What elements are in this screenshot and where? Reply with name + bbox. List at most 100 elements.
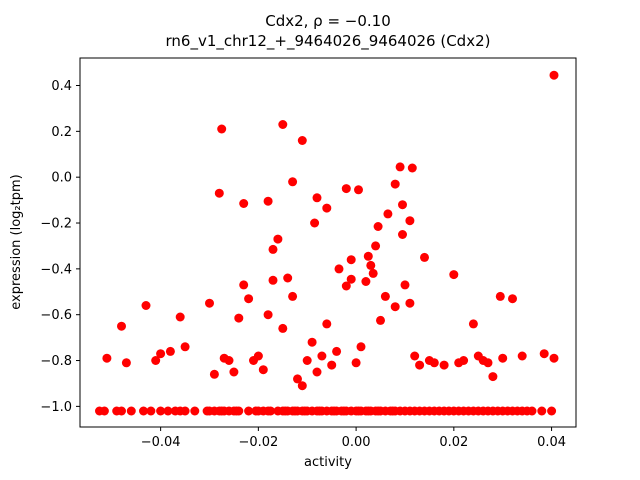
data-point: [341, 281, 351, 291]
data-point: [99, 406, 109, 416]
data-point: [273, 234, 283, 244]
data-point: [190, 406, 200, 416]
y-axis-ticks: 0.4 0.2 0.0 −0.2 −0.4 −0.6 −0.8 −1.0: [40, 79, 80, 415]
data-point: [263, 310, 273, 320]
data-point: [354, 185, 363, 195]
data-point: [244, 406, 254, 416]
data-point: [351, 358, 361, 368]
data-point: [278, 323, 288, 333]
data-point: [439, 360, 449, 370]
data-point: [302, 356, 312, 365]
data-point: [537, 406, 547, 416]
data-point: [368, 268, 378, 278]
data-point: [549, 70, 559, 80]
data-point: [527, 406, 537, 416]
data-point: [312, 193, 322, 203]
y-tick-label: −1.0: [40, 400, 72, 415]
data-point: [224, 356, 234, 365]
data-point: [146, 406, 156, 416]
x-tick-label: −0.04: [141, 435, 181, 450]
data-point: [400, 280, 410, 290]
data-point: [483, 358, 493, 368]
data-point: [117, 406, 126, 416]
data-point: [415, 360, 425, 370]
data-point: [278, 120, 288, 129]
data-point: [356, 342, 366, 352]
data-point: [341, 184, 351, 194]
data-point: [165, 346, 175, 356]
data-point: [346, 274, 356, 284]
data-point: [288, 291, 298, 301]
data-point: [217, 124, 227, 134]
data-point: [376, 315, 385, 325]
data-point: [214, 188, 224, 198]
data-point: [468, 319, 478, 329]
data-point: [175, 312, 185, 322]
data-point: [268, 275, 278, 285]
data-point: [334, 264, 344, 274]
data-point: [312, 367, 322, 377]
x-axis-label: activity: [304, 455, 352, 470]
data-point: [239, 199, 249, 208]
data-point: [420, 252, 429, 262]
data-point: [151, 356, 161, 365]
x-tick-label: 0.00: [342, 435, 371, 450]
data-point: [390, 179, 400, 189]
data-point: [163, 406, 173, 416]
data-point: [180, 342, 190, 352]
data-point: [454, 358, 464, 368]
data-point: [390, 302, 400, 312]
data-point: [102, 353, 112, 363]
data-point: [332, 346, 342, 356]
data-point: [410, 351, 420, 361]
y-tick-label: −0.2: [40, 217, 72, 232]
data-point: [266, 406, 276, 416]
data-point: [547, 406, 557, 416]
data-point: [495, 291, 505, 301]
data-point: [209, 369, 219, 379]
data-point: [373, 222, 383, 231]
data-point: [229, 367, 239, 377]
data-point: [156, 406, 166, 416]
data-point: [395, 162, 405, 172]
data-point: [539, 349, 549, 359]
data-point: [361, 277, 371, 286]
data-point: [121, 358, 131, 368]
data-point: [234, 313, 244, 323]
y-tick-label: −0.8: [40, 354, 72, 369]
chart-title-line1: Cdx2, ρ = −0.10: [265, 12, 391, 30]
data-point: [371, 241, 381, 251]
x-tick-label: 0.04: [537, 435, 566, 450]
data-point: [380, 291, 390, 301]
data-point: [117, 321, 126, 331]
data-point: [234, 406, 244, 416]
data-point: [549, 353, 559, 363]
x-axis-ticks: −0.04 −0.02 0.00 0.02 0.04: [141, 427, 566, 450]
data-point: [268, 244, 278, 254]
data-point: [156, 349, 166, 359]
data-point: [383, 209, 393, 219]
x-tick-label: 0.02: [439, 435, 468, 450]
data-point: [317, 351, 327, 361]
y-tick-label: −0.4: [40, 262, 72, 277]
data-point: [293, 374, 302, 384]
data-point: [239, 280, 249, 290]
y-tick-label: 0.4: [51, 79, 72, 94]
data-point: [205, 298, 214, 308]
data-point: [517, 351, 527, 361]
data-point: [244, 294, 254, 304]
data-point: [141, 301, 151, 310]
y-axis-label: expression (log₂tpm): [9, 174, 24, 309]
y-tick-label: 0.0: [51, 171, 72, 186]
data-point: [398, 230, 407, 239]
data-point: [288, 177, 298, 187]
data-point: [249, 356, 258, 365]
data-point: [297, 381, 307, 391]
data-point: [258, 365, 268, 375]
data-point: [405, 298, 415, 308]
y-tick-label: 0.2: [51, 125, 72, 140]
data-point: [322, 203, 332, 213]
data-point: [322, 319, 332, 329]
